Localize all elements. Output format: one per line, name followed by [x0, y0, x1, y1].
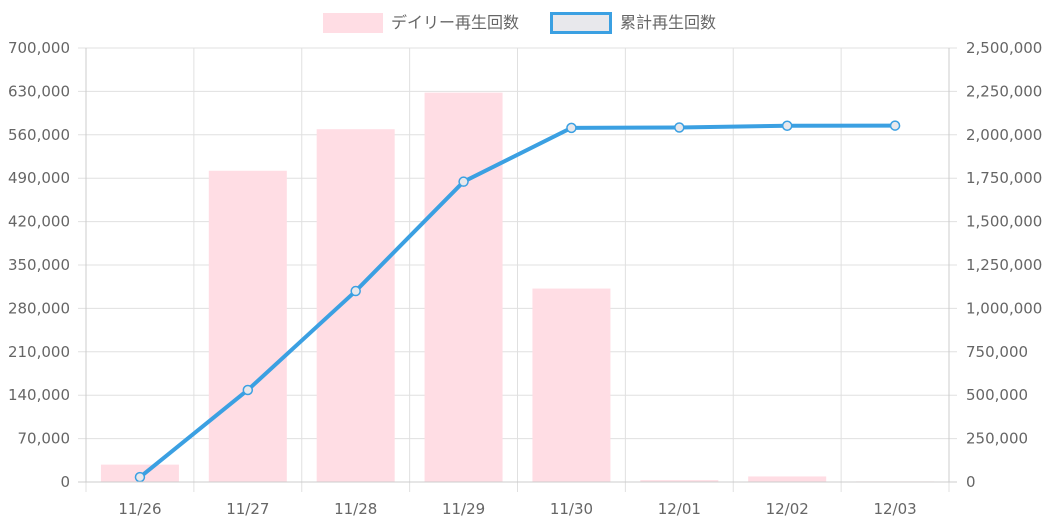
left-y-tick-label: 560,000 — [8, 126, 70, 144]
left-y-tick-label: 0 — [60, 473, 70, 491]
bar-daily — [640, 480, 719, 482]
left-y-tick-label: 140,000 — [8, 386, 70, 404]
x-tick-label: 12/01 — [658, 500, 701, 518]
right-y-tick-label: 2,500,000 — [966, 39, 1042, 57]
legend-swatch-cumulative — [550, 12, 612, 34]
legend-label-daily: デイリー再生回数 — [391, 13, 519, 32]
legend-item-daily[interactable]: デイリー再生回数 — [323, 13, 519, 33]
point-cumulative — [889, 120, 901, 131]
point-cumulative — [350, 285, 361, 297]
x-tick-label: 11/27 — [226, 500, 269, 518]
bar-daily — [424, 92, 503, 482]
left-y-tick-label: 630,000 — [8, 82, 70, 100]
x-tick-label: 11/30 — [550, 500, 593, 518]
right-y-tick-label: 2,000,000 — [966, 126, 1042, 144]
bar-daily — [532, 288, 611, 482]
left-y-tick-label: 700,000 — [8, 39, 70, 57]
right-y-tick-label: 0 — [966, 473, 976, 491]
bar-daily — [316, 129, 395, 482]
x-tick-label: 11/28 — [334, 500, 377, 518]
left-y-tick-label: 490,000 — [8, 169, 70, 187]
right-y-tick-label: 250,000 — [966, 430, 1028, 448]
left-y-tick-label: 280,000 — [8, 299, 70, 317]
x-tick-label: 12/03 — [873, 500, 916, 518]
x-tick-label: 12/02 — [766, 500, 809, 518]
right-y-tick-label: 500,000 — [966, 386, 1028, 404]
right-y-tick-label: 2,250,000 — [966, 82, 1042, 100]
left-y-tick-label: 420,000 — [8, 213, 70, 231]
legend-swatch-daily — [323, 13, 383, 33]
bar-daily — [208, 170, 287, 482]
left-y-tick-label: 210,000 — [8, 343, 70, 361]
legend-item-cumulative[interactable]: 累計再生回数 — [550, 12, 717, 34]
point-cumulative — [781, 120, 793, 132]
point-cumulative — [134, 471, 146, 483]
left-y-tick-label: 70,000 — [18, 430, 71, 448]
left-y-tick-label: 350,000 — [8, 256, 70, 274]
right-y-tick-label: 1,750,000 — [966, 169, 1042, 187]
point-cumulative — [566, 122, 577, 134]
point-cumulative — [242, 384, 254, 396]
line-cumulative — [137, 123, 898, 480]
bar-series — [100, 92, 935, 482]
right-y-tick-label: 750,000 — [966, 343, 1028, 361]
right-y-tick-label: 1,250,000 — [966, 256, 1042, 274]
x-tick-label: 11/29 — [442, 500, 485, 518]
x-axis: 11/26 11/27 11/28 11/29 11/30 12/01 12/02 12/03 — [78, 481, 957, 518]
point-cumulative — [674, 122, 685, 133]
legend-label-cumulative: 累計再生回数 — [620, 13, 716, 32]
legend: デイリー再生回数 累計再生回数 — [323, 12, 717, 34]
left-y-axis: 700,000 630,000 560,000 490,000 420,000 350,0… — [8, 39, 87, 491]
right-y-tick-label: 1,000,000 — [966, 299, 1042, 317]
bar-daily — [748, 476, 827, 482]
right-y-tick-label: 1,500,000 — [966, 213, 1042, 231]
x-tick-label: 11/26 — [118, 500, 161, 518]
line-series — [134, 120, 901, 483]
point-cumulative — [458, 176, 469, 187]
right-y-axis: 2,500,000 2,250,000 2,000,000 1,750,000 1,50… — [948, 39, 1042, 491]
